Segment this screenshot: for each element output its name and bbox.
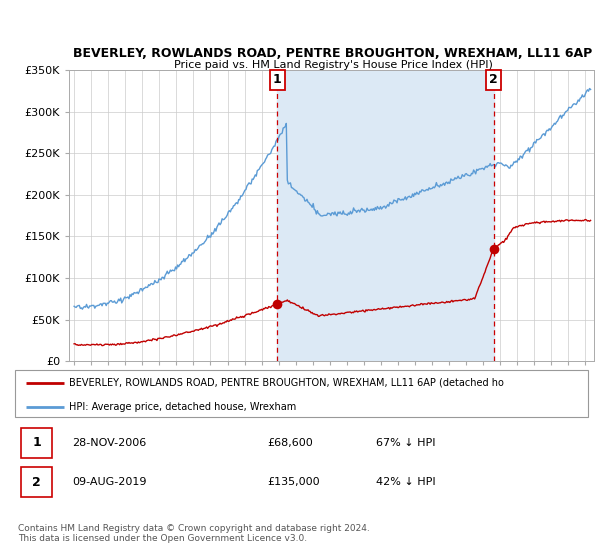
Bar xyxy=(21,428,52,458)
Text: £68,600: £68,600 xyxy=(267,438,313,448)
Text: 1: 1 xyxy=(32,436,41,450)
Text: BEVERLEY, ROWLANDS ROAD, PENTRE BROUGHTON, WREXHAM, LL11 6AP (detached ho: BEVERLEY, ROWLANDS ROAD, PENTRE BROUGHTO… xyxy=(70,378,505,388)
Bar xyxy=(21,467,52,497)
Text: 2: 2 xyxy=(489,73,498,86)
Text: 09-AUG-2019: 09-AUG-2019 xyxy=(73,477,147,487)
Bar xyxy=(277,70,494,361)
Text: 1: 1 xyxy=(273,73,281,86)
Text: 2: 2 xyxy=(32,475,41,489)
Text: £135,000: £135,000 xyxy=(267,477,320,487)
Text: 67% ↓ HPI: 67% ↓ HPI xyxy=(376,438,436,448)
Text: 42% ↓ HPI: 42% ↓ HPI xyxy=(376,477,436,487)
Text: Price paid vs. HM Land Registry's House Price Index (HPI): Price paid vs. HM Land Registry's House … xyxy=(173,60,493,70)
Text: 28-NOV-2006: 28-NOV-2006 xyxy=(73,438,146,448)
Text: BEVERLEY, ROWLANDS ROAD, PENTRE BROUGHTON, WREXHAM, LL11 6AP: BEVERLEY, ROWLANDS ROAD, PENTRE BROUGHTO… xyxy=(73,47,593,60)
Text: Contains HM Land Registry data © Crown copyright and database right 2024.
This d: Contains HM Land Registry data © Crown c… xyxy=(18,524,370,543)
Text: HPI: Average price, detached house, Wrexham: HPI: Average price, detached house, Wrex… xyxy=(70,402,296,412)
